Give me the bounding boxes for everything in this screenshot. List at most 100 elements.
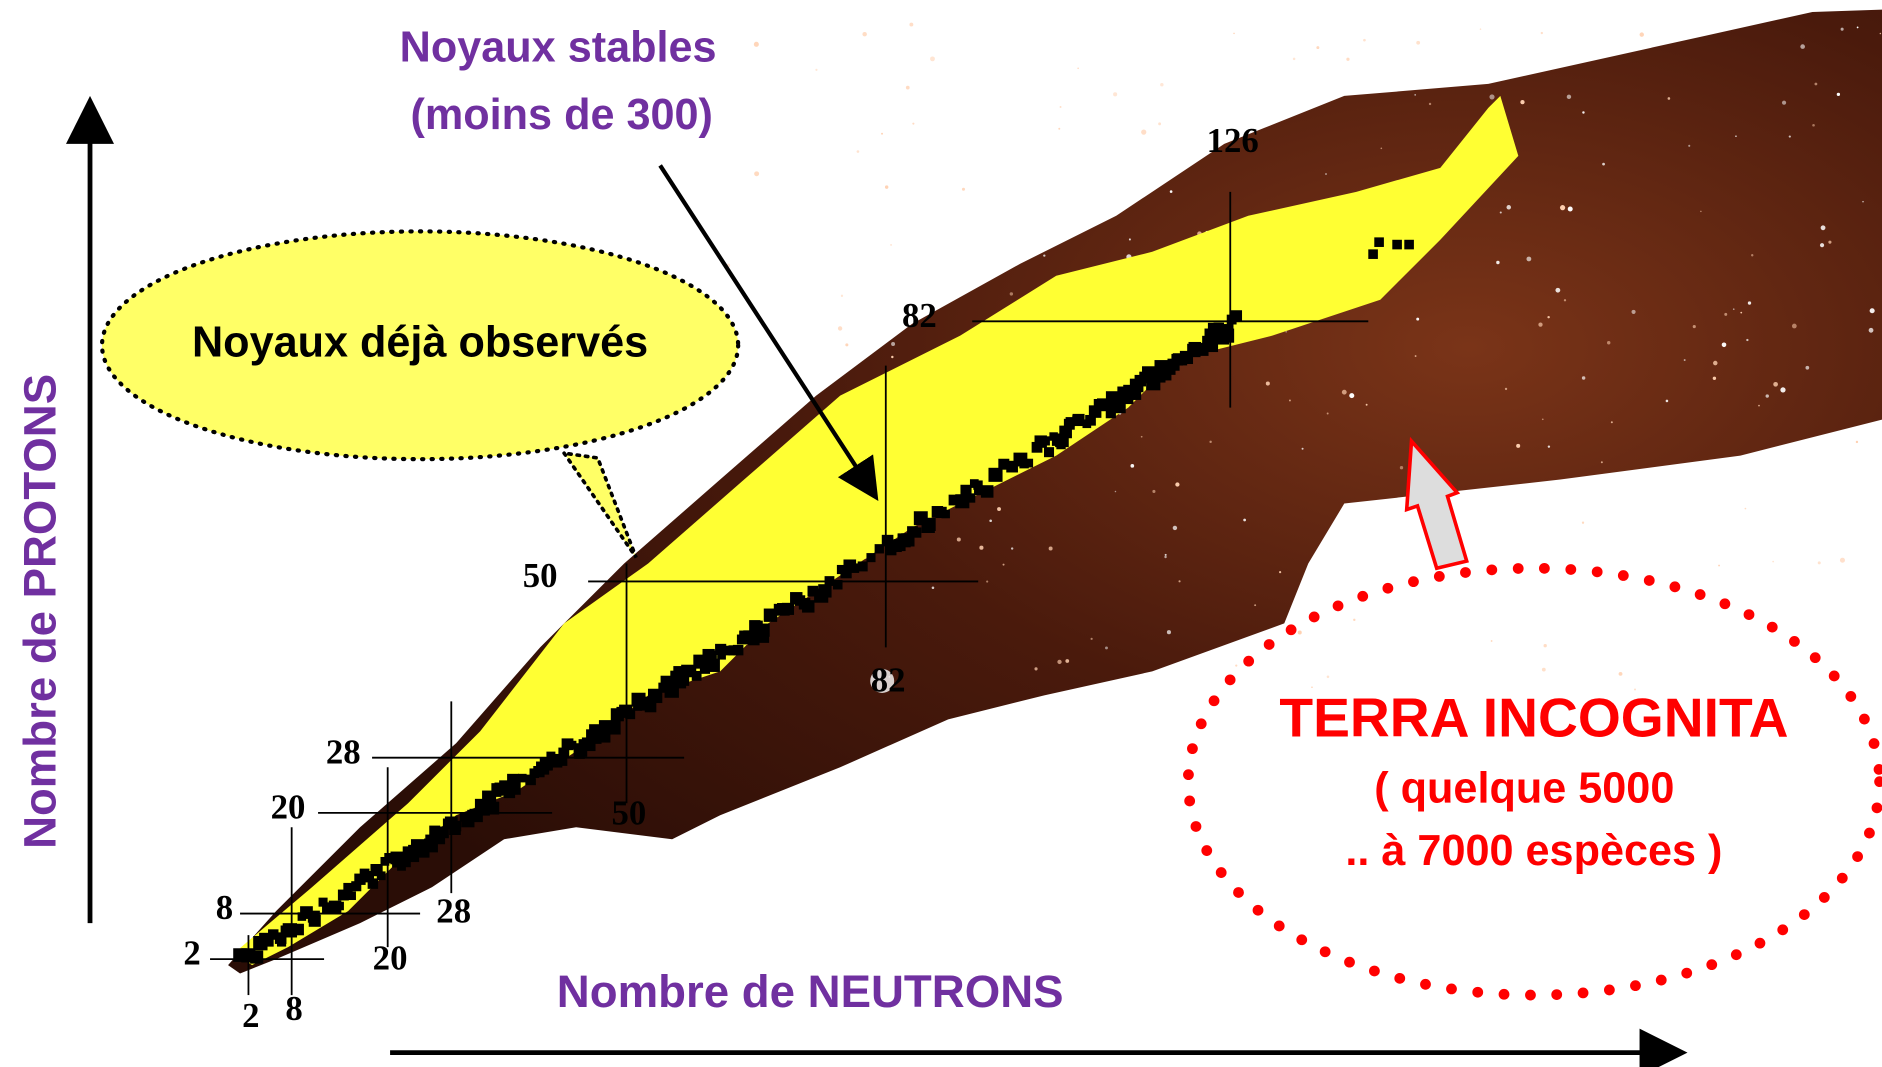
star	[1065, 659, 1069, 663]
star	[1745, 478, 1749, 482]
nucleus	[799, 598, 810, 609]
star	[1289, 400, 1291, 402]
star	[1544, 644, 1547, 647]
star	[1622, 640, 1624, 642]
star	[1649, 534, 1653, 538]
star	[1279, 571, 1281, 573]
nucleus	[507, 781, 520, 794]
neutron-magic-label: 28	[436, 892, 471, 931]
nucleus	[707, 659, 720, 672]
nucleus	[907, 526, 918, 537]
observed-label: Noyaux déjà observés	[192, 319, 648, 367]
star	[1644, 517, 1646, 519]
star	[1293, 58, 1296, 61]
star	[1043, 254, 1045, 256]
nucleus	[782, 603, 794, 615]
star	[1601, 461, 1603, 463]
star	[1840, 558, 1845, 563]
star	[1582, 522, 1584, 524]
star	[1010, 292, 1013, 295]
star	[1489, 94, 1494, 99]
nucleus	[717, 651, 726, 660]
star	[926, 151, 929, 154]
star	[1541, 540, 1545, 544]
star	[1327, 676, 1330, 679]
nucleus	[335, 902, 344, 911]
star	[1582, 376, 1585, 379]
star	[885, 185, 888, 188]
star	[1415, 355, 1417, 357]
star	[909, 23, 913, 27]
star	[1165, 554, 1167, 556]
star	[1325, 173, 1327, 175]
star	[874, 102, 879, 107]
star	[857, 150, 860, 153]
star	[1684, 359, 1686, 361]
star	[742, 382, 747, 387]
nucleus	[756, 624, 769, 637]
star	[871, 143, 875, 147]
star	[1773, 382, 1778, 387]
nucleus	[607, 721, 621, 735]
star	[1381, 148, 1383, 150]
star	[1011, 547, 1013, 549]
star	[1491, 640, 1493, 642]
star	[821, 227, 824, 230]
star	[1602, 163, 1605, 166]
star	[1353, 619, 1355, 621]
nucleus	[593, 735, 602, 744]
star	[904, 111, 909, 116]
star	[1416, 41, 1420, 45]
star	[1126, 154, 1129, 157]
star	[881, 133, 883, 135]
proton-magic-label: 2	[183, 934, 200, 973]
star	[1414, 94, 1416, 96]
star	[1766, 394, 1769, 397]
star	[721, 235, 724, 238]
star	[1828, 241, 1831, 244]
star	[1400, 466, 1403, 469]
nucleus	[1205, 339, 1218, 352]
star	[1279, 29, 1281, 31]
proton-magic-label: 82	[902, 296, 937, 335]
star	[1780, 387, 1785, 392]
star	[862, 32, 866, 36]
star	[840, 34, 842, 36]
star	[922, 55, 927, 60]
star	[1467, 654, 1469, 656]
nucleus	[858, 561, 868, 571]
star	[829, 113, 830, 114]
star	[1366, 404, 1368, 406]
star	[912, 123, 914, 125]
star	[1865, 523, 1870, 528]
star	[1506, 205, 1511, 210]
star	[1611, 421, 1613, 423]
star	[1167, 630, 1171, 634]
star	[1229, 72, 1234, 77]
proton-magic-label: 8	[216, 888, 233, 927]
star	[890, 244, 892, 246]
star	[1459, 523, 1461, 525]
nucleus	[1082, 419, 1091, 428]
star	[1003, 564, 1005, 566]
star	[1342, 390, 1347, 395]
star	[1733, 308, 1735, 310]
star	[784, 195, 787, 198]
star	[1285, 331, 1286, 332]
star	[818, 304, 819, 305]
star	[1704, 526, 1708, 530]
unknown-title: TERRA INCOGNITA	[1279, 686, 1788, 748]
star	[1862, 201, 1864, 203]
star	[1837, 93, 1840, 96]
star	[1568, 206, 1573, 211]
star	[1548, 446, 1550, 448]
unknown-line1: ( quelque 5000	[1374, 765, 1674, 813]
star	[1173, 526, 1177, 530]
star	[1541, 32, 1543, 34]
star	[1619, 672, 1623, 676]
star	[1429, 103, 1431, 105]
nucleus	[347, 891, 356, 900]
nucleus	[368, 878, 378, 888]
star	[1349, 393, 1354, 398]
star	[1718, 565, 1720, 567]
